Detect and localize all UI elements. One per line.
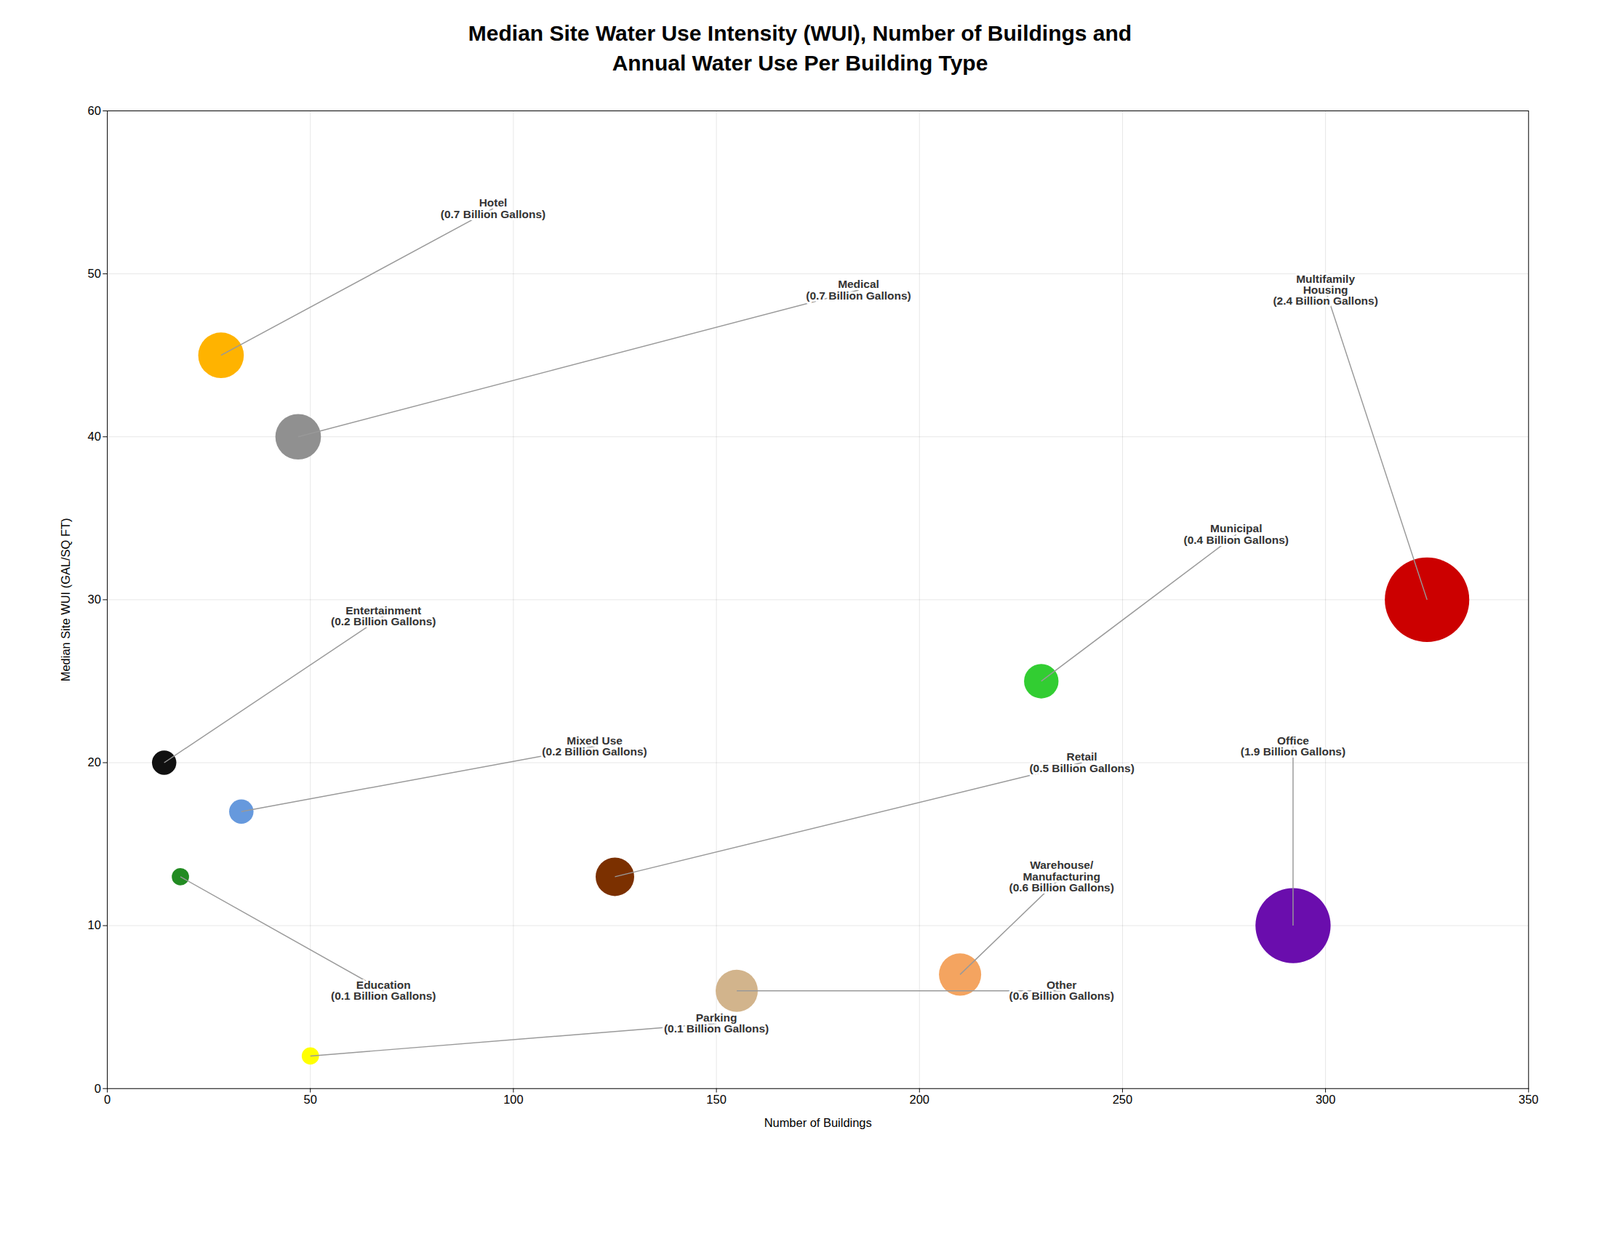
svg-text:Other(0.6 Billion Gallons): Other(0.6 Billion Gallons) [1008, 978, 1114, 1003]
svg-text:0: 0 [94, 1082, 102, 1096]
svg-text:Medical(0.7 Billion Gallons): Medical(0.7 Billion Gallons) [805, 277, 911, 302]
html-text:Median Site Water Use Intensit: Median Site Water Use Intensity (WUI), N… [468, 21, 1132, 75]
svg-text:50: 50 [88, 266, 102, 280]
svg-text:Warehouse/Manufacturing(0.6 Bi: Warehouse/Manufacturing(0.6 Billion Gall… [1008, 858, 1114, 894]
svg-text:300: 300 [1315, 1093, 1336, 1107]
svg-text:30: 30 [88, 592, 102, 606]
svg-text:Retail(0.5 Billion Gallons): Retail(0.5 Billion Gallons) [1029, 750, 1134, 774]
svg-text:150: 150 [706, 1093, 726, 1107]
svg-text:Entertainment(0.2 Billion Gall: Entertainment(0.2 Billion Gallons) [330, 604, 436, 628]
svg-text:50: 50 [304, 1093, 318, 1107]
svg-text:40: 40 [88, 429, 102, 443]
svg-text:100: 100 [503, 1093, 523, 1107]
svg-text:Education(0.1 Billion Gallons): Education(0.1 Billion Gallons) [330, 978, 436, 1003]
svg-text:Hotel(0.7 Billion Gallons): Hotel(0.7 Billion Gallons) [440, 196, 546, 220]
svg-text:200: 200 [909, 1093, 930, 1107]
svg-text:Median Site WUI (GAL/SQ FT): Median Site WUI (GAL/SQ FT) [58, 518, 72, 683]
svg-text:Municipal(0.4 Billion Gallons): Municipal(0.4 Billion Gallons) [1184, 522, 1289, 546]
svg-text:20: 20 [88, 755, 102, 769]
svg-text:Office(1.9 Billion Gallons): Office(1.9 Billion Gallons) [1240, 734, 1346, 758]
svg-text:Mixed Use(0.2 Billion Gallons): Mixed Use(0.2 Billion Gallons) [541, 734, 647, 758]
svg-text:60: 60 [88, 104, 102, 118]
svg-text:10: 10 [88, 918, 102, 932]
svg-text:0: 0 [104, 1093, 111, 1107]
svg-text:Parking(0.1 Billion Gallons): Parking(0.1 Billion Gallons) [664, 1011, 769, 1035]
svg-text:350: 350 [1518, 1093, 1539, 1107]
svg-text:250: 250 [1112, 1093, 1133, 1107]
svg-text:MultifamilyHousing(2.4 Billion: MultifamilyHousing(2.4 Billion Gallons) [1272, 272, 1378, 308]
svg-text:Number of Buildings: Number of Buildings [764, 1116, 872, 1130]
